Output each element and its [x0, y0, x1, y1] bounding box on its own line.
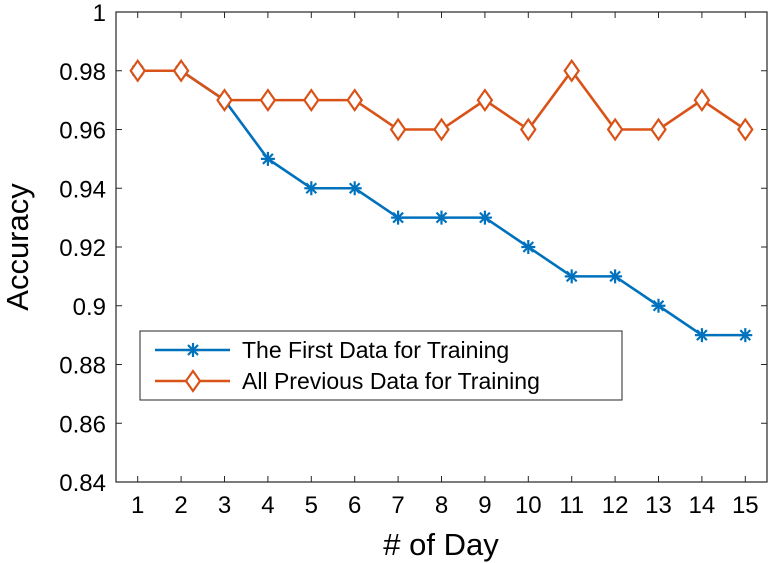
x-tick-label: 3: [218, 492, 231, 519]
data-point-diamond: [302, 88, 320, 113]
data-point-diamond: [476, 88, 494, 113]
data-point-diamond: [389, 117, 407, 142]
data-point-asterisk: [434, 210, 449, 225]
legend-item: The First Data for Training: [155, 337, 509, 363]
x-tick-label: 15: [732, 492, 759, 519]
y-tick-label: 0.92: [59, 235, 106, 262]
x-tick-label: 13: [645, 492, 672, 519]
data-point-diamond: [693, 88, 711, 113]
x-tick-label: 11: [559, 492, 584, 519]
series-group: [129, 58, 754, 343]
legend: The First Data for Training All Previous …: [139, 330, 623, 401]
y-tick-label: 0.96: [59, 118, 106, 145]
data-point-asterisk: [521, 240, 536, 254]
y-tick-label: 0.94: [59, 176, 106, 203]
data-point-diamond: [346, 88, 364, 113]
data-point-asterisk: [694, 328, 709, 343]
x-tick-label: 6: [348, 492, 361, 519]
x-tick-label: 14: [689, 492, 716, 519]
data-point-diamond: [519, 117, 537, 142]
data-point-asterisk: [347, 181, 362, 196]
data-point-diamond: [650, 117, 667, 142]
data-point-diamond: [216, 88, 233, 113]
x-tick-label: 2: [174, 492, 187, 519]
data-point-diamond: [259, 88, 277, 113]
legend-label: The First Data for Training: [242, 337, 509, 363]
data-point-diamond: [736, 117, 754, 142]
data-point-asterisk: [564, 269, 579, 284]
legend-label: All Previous Data for Training: [242, 368, 540, 394]
data-point-diamond: [606, 117, 624, 142]
data-point-asterisk: [651, 298, 666, 313]
ticks: 1 2 3 4 5 6 7 8 9 10 11 12 13 14 150.840.860.880.90.92…: [59, 0, 767, 519]
x-tick-label: 1: [131, 492, 144, 519]
data-point-asterisk: [391, 210, 406, 225]
y-axis-label: Accuracy: [0, 183, 35, 311]
data-point-diamond: [563, 58, 581, 83]
x-tick-label: 12: [602, 492, 629, 519]
y-tick-label: 0.9: [73, 294, 106, 321]
legend-item: All Previous Data for Training: [155, 368, 540, 394]
data-point-asterisk: [260, 151, 275, 166]
x-axis-label: # of Day: [383, 527, 499, 562]
y-tick-label: 1: [93, 0, 106, 27]
y-tick-label: 0.86: [59, 411, 106, 438]
legend-box: [139, 330, 623, 401]
y-tick-label: 0.84: [59, 470, 106, 497]
y-tick-label: 0.98: [59, 59, 106, 86]
data-point-asterisk: [477, 210, 492, 225]
data-point-diamond: [129, 58, 147, 83]
data-point-asterisk: [608, 269, 623, 284]
data-point-asterisk: [304, 181, 319, 196]
y-tick-label: 0.88: [59, 353, 106, 380]
legend-marker-diamond: [184, 369, 202, 393]
plot-area: [115, 11, 768, 483]
data-point-diamond: [433, 117, 450, 142]
x-tick-label: 5: [305, 492, 318, 519]
x-tick-label: 10: [515, 492, 542, 519]
x-tick-label: 7: [391, 492, 404, 519]
series-all-previous-data: [129, 58, 754, 142]
x-tick-label: 8: [435, 492, 448, 519]
legend-marker-asterisk: [186, 343, 200, 357]
x-tick-label: 9: [478, 492, 491, 519]
x-tick-label: 4: [261, 492, 274, 519]
data-point-diamond: [172, 58, 190, 83]
data-point-asterisk: [738, 328, 753, 343]
